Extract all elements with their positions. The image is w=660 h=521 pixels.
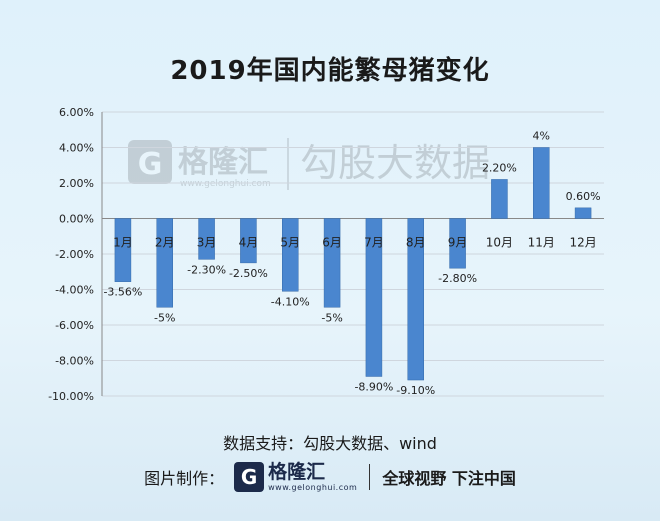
y-tick-label: 6.00% bbox=[59, 106, 94, 119]
bar bbox=[574, 207, 592, 219]
y-tick-label: -10.00% bbox=[48, 390, 94, 403]
x-tick-label: 9月 bbox=[448, 236, 468, 250]
y-tick-label: -4.00% bbox=[55, 284, 94, 297]
data-label: -5% bbox=[321, 311, 342, 324]
bar bbox=[533, 147, 550, 219]
footer-label: 图片制作： bbox=[144, 469, 225, 488]
y-tick-label: 2.00% bbox=[59, 177, 94, 190]
data-label: -2.50% bbox=[229, 267, 268, 280]
x-tick-label: 7月 bbox=[364, 236, 384, 250]
watermark-logo-letter: G bbox=[138, 147, 163, 182]
data-label: -9.10% bbox=[396, 384, 435, 397]
data-label: 0.60% bbox=[566, 190, 601, 203]
footer: 图片制作： G 格隆汇 www.gelonghui.com 全球视野 下注中国 bbox=[0, 460, 660, 494]
x-tick-label: 5月 bbox=[280, 236, 300, 250]
data-source: 数据支持：勾股大数据、wind bbox=[223, 434, 437, 453]
bar bbox=[156, 218, 173, 308]
gelonghui-logo: 格隆汇 www.gelonghui.com bbox=[268, 460, 358, 492]
data-label: -4.10% bbox=[271, 295, 310, 308]
x-tick-label: 1月 bbox=[113, 236, 133, 250]
chart-title: 2019年国内能繁母猪变化 bbox=[170, 56, 490, 86]
bar bbox=[365, 218, 383, 377]
watermark-logo-icon bbox=[128, 140, 172, 184]
bar bbox=[323, 218, 341, 308]
y-tick-label: -2.00% bbox=[55, 248, 94, 261]
labels: 1月 -3.56% 2月 -5% 3月 -2.30% 4月 -2.50% 5月 -4.10% 6月 -… bbox=[103, 130, 600, 398]
x-tick-label: 10月 bbox=[486, 236, 513, 250]
watermark-logo-name: 格隆汇 bbox=[178, 145, 268, 180]
watermark-logo-sub: www.gelonghui.com bbox=[180, 179, 271, 189]
y-tick-label: -6.00% bbox=[55, 319, 94, 332]
x-tick-label: 6月 bbox=[322, 236, 342, 250]
data-label: -2.80% bbox=[438, 272, 477, 285]
y-tick-label: 4.00% bbox=[59, 142, 94, 155]
y-tick-label: -8.00% bbox=[55, 355, 94, 368]
footer-divider bbox=[369, 464, 371, 490]
x-tick-label: 2月 bbox=[155, 236, 175, 250]
x-tick-label: 11月 bbox=[528, 236, 555, 250]
data-label: -2.30% bbox=[187, 263, 226, 276]
bar bbox=[282, 218, 299, 292]
x-tick-label: 3月 bbox=[197, 236, 217, 250]
bars bbox=[114, 147, 592, 381]
bar bbox=[449, 218, 466, 269]
logo-name: 格隆汇 bbox=[268, 460, 326, 483]
y-axis: 6.00% 4.00% 2.00% 0.00% -2.00% -4.00% -6.00% -8… bbox=[48, 106, 604, 403]
data-label: -3.56% bbox=[103, 286, 142, 299]
bar bbox=[114, 218, 132, 282]
bar bbox=[240, 218, 257, 264]
bar bbox=[491, 179, 508, 219]
data-label: 2.20% bbox=[482, 161, 517, 174]
gelonghui-logo-icon: G bbox=[234, 462, 265, 492]
data-label: -5% bbox=[154, 311, 175, 324]
x-tick-label: 4月 bbox=[239, 236, 259, 250]
y-tick-label: 0.00% bbox=[59, 213, 94, 226]
x-tick-label: 8月 bbox=[406, 236, 426, 250]
data-label: 4% bbox=[533, 130, 550, 143]
watermark: G 格隆汇 www.gelonghui.com 勾股大数据 bbox=[128, 138, 490, 190]
logo-url: www.gelonghui.com bbox=[268, 482, 358, 492]
x-tick-label: 12月 bbox=[569, 236, 596, 250]
bar bbox=[407, 218, 424, 381]
bar bbox=[198, 218, 215, 260]
footer-slogan: 全球视野 下注中国 bbox=[382, 469, 516, 488]
data-label: -8.90% bbox=[354, 380, 393, 393]
watermark-brand: 勾股大数据 bbox=[300, 141, 490, 185]
